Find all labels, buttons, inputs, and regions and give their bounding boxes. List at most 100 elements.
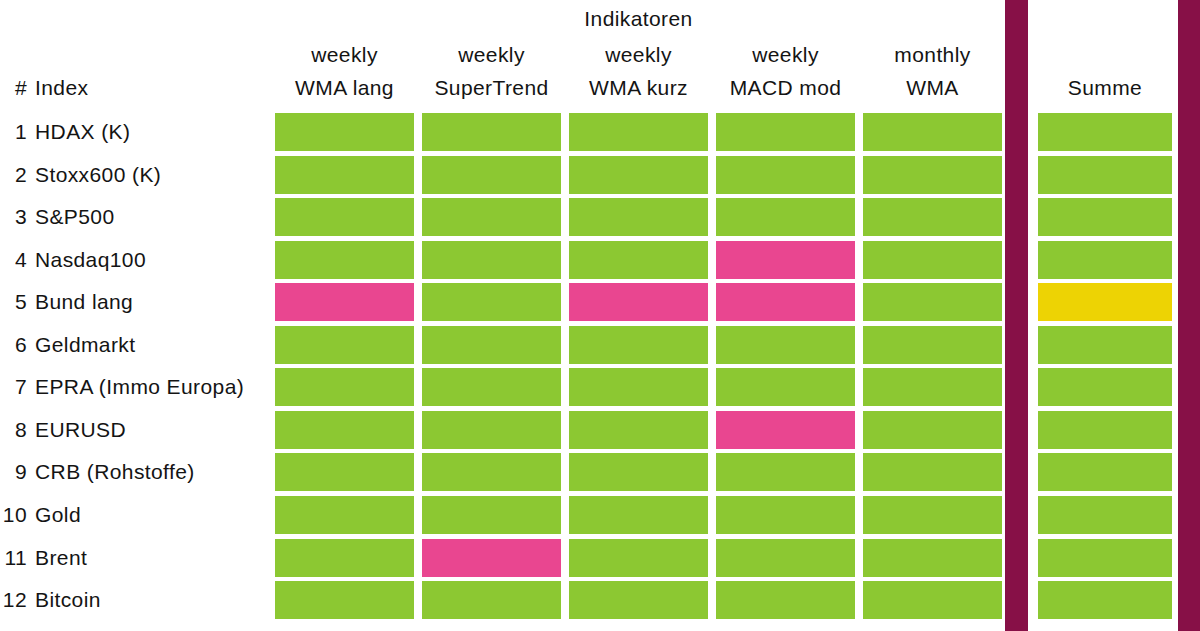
indicator-cell — [275, 241, 414, 279]
row-label: Brent — [35, 539, 87, 577]
row-number: 3 — [0, 198, 27, 236]
column-header-period-wma-lang: weekly — [275, 43, 414, 67]
column-header-period-wma-kurz: weekly — [569, 43, 708, 67]
indicator-cell — [863, 539, 1002, 577]
row-number: 8 — [0, 411, 27, 449]
table-title: Indikatoren — [275, 7, 1002, 31]
indicator-cell — [275, 326, 414, 364]
row-label: Stoxx600 (K) — [35, 156, 161, 194]
indicator-cell — [422, 368, 561, 406]
column-header-period-supertrend: weekly — [422, 43, 561, 67]
indicator-cell — [422, 156, 561, 194]
indicator-cell — [569, 113, 708, 151]
indicator-cell — [569, 198, 708, 236]
summe-cell — [1038, 156, 1172, 194]
indicator-cell — [569, 453, 708, 491]
indicator-cell — [422, 198, 561, 236]
indicator-cell — [275, 283, 414, 321]
column-header-period-macd-mod: weekly — [716, 43, 855, 67]
indicator-cell — [863, 326, 1002, 364]
indicator-cell — [863, 241, 1002, 279]
row-number: 4 — [0, 241, 27, 279]
summe-cell — [1038, 368, 1172, 406]
row-label: Gold — [35, 496, 81, 534]
summe-cell — [1038, 326, 1172, 364]
indicator-cell — [422, 283, 561, 321]
indicator-cell — [422, 326, 561, 364]
indicator-cell — [863, 411, 1002, 449]
column-header-period-monthly-wma: monthly — [863, 43, 1002, 67]
indicator-cell — [569, 539, 708, 577]
indicator-cell — [863, 496, 1002, 534]
indicator-cell — [863, 283, 1002, 321]
indicator-cell — [863, 453, 1002, 491]
indicator-cell — [569, 496, 708, 534]
column-header-wma-lang: WMA lang — [275, 76, 414, 100]
indicator-cell — [275, 453, 414, 491]
indicator-cell — [275, 539, 414, 577]
indicator-cell — [275, 113, 414, 151]
indicator-cell — [716, 283, 855, 321]
summe-cell — [1038, 198, 1172, 236]
row-label: Bitcoin — [35, 581, 101, 619]
indicator-cell — [569, 241, 708, 279]
row-number: 2 — [0, 156, 27, 194]
indicator-cell — [275, 411, 414, 449]
indicator-cell — [863, 113, 1002, 151]
row-label: S&P500 — [35, 198, 114, 236]
row-label: HDAX (K) — [35, 113, 130, 151]
column-header-supertrend: SuperTrend — [422, 76, 561, 100]
row-label: CRB (Rohstoffe) — [35, 453, 195, 491]
indicator-dashboard: Indikatoren weekly weekly weekly weekly … — [0, 0, 1200, 631]
row-label: Bund lang — [35, 283, 133, 321]
row-number: 9 — [0, 453, 27, 491]
indicator-cell — [863, 368, 1002, 406]
indicator-cell — [863, 198, 1002, 236]
indicator-cell — [716, 156, 855, 194]
indicator-cell — [422, 411, 561, 449]
summe-cell — [1038, 496, 1172, 534]
row-label: EPRA (Immo Europa) — [35, 368, 244, 406]
indicator-cell — [863, 581, 1002, 619]
indicator-cell — [275, 198, 414, 236]
column-header-monthly-wma: WMA — [863, 76, 1002, 100]
indicator-cell — [569, 368, 708, 406]
divider-bar-inner — [1005, 0, 1028, 631]
row-label: Geldmarkt — [35, 326, 135, 364]
indicator-cell — [569, 411, 708, 449]
summe-cell — [1038, 113, 1172, 151]
row-number: 6 — [0, 326, 27, 364]
column-header-wma-kurz: WMA kurz — [569, 76, 708, 100]
indicator-cell — [422, 241, 561, 279]
divider-bar-right — [1178, 0, 1200, 631]
indicator-cell — [716, 368, 855, 406]
summe-cell — [1038, 283, 1172, 321]
indicator-cell — [422, 496, 561, 534]
indicator-cell — [716, 496, 855, 534]
row-number: 1 — [0, 113, 27, 151]
summe-cell — [1038, 411, 1172, 449]
row-number: 12 — [0, 581, 27, 619]
indicator-cell — [422, 539, 561, 577]
indicator-cell — [569, 581, 708, 619]
indicator-cell — [422, 113, 561, 151]
row-number: 5 — [0, 283, 27, 321]
indicator-cell — [716, 453, 855, 491]
indicator-cell — [716, 539, 855, 577]
indicator-cell — [275, 581, 414, 619]
summe-cell — [1038, 453, 1172, 491]
index-column-header: Index — [35, 76, 88, 100]
row-number: 10 — [0, 496, 27, 534]
indicator-cell — [716, 113, 855, 151]
indicator-cell — [569, 326, 708, 364]
indicator-cell — [275, 496, 414, 534]
indicator-cell — [716, 581, 855, 619]
indicator-cell — [569, 283, 708, 321]
indicator-cell — [716, 411, 855, 449]
indicator-cell — [275, 156, 414, 194]
indicator-cell — [422, 581, 561, 619]
indicator-cell — [716, 198, 855, 236]
summary-column-header: Summe — [1038, 76, 1172, 100]
row-number: 11 — [0, 539, 27, 577]
summe-cell — [1038, 241, 1172, 279]
